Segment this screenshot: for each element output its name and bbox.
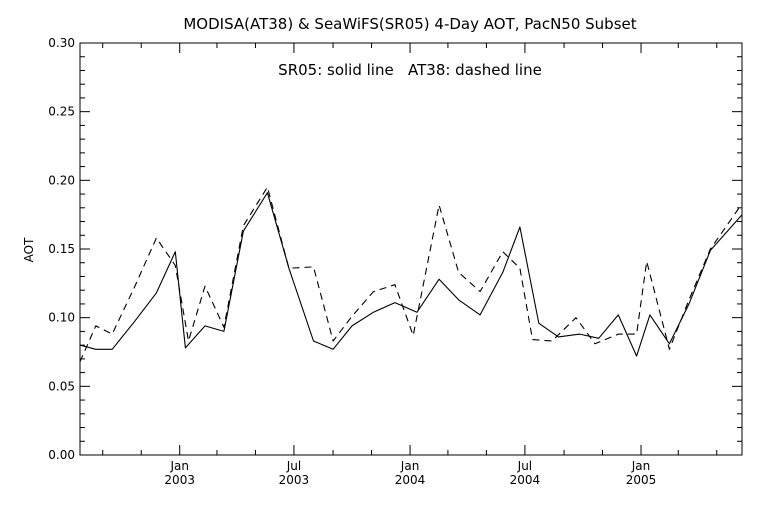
series-layer [79, 186, 743, 362]
series-annotation: SR05: solid line AT38: dashed line [278, 61, 542, 79]
series-line-at38 [79, 186, 743, 362]
y-axis-label: AOT [22, 237, 36, 262]
y-tick-label: 0.00 [48, 448, 75, 462]
x-tick-month: Jan [169, 459, 189, 473]
y-tick-label: 0.30 [48, 36, 75, 50]
plot-frame [79, 42, 743, 456]
x-tick-month: Jan [631, 459, 651, 473]
y-tick-label: 0.10 [48, 311, 75, 325]
x-tick-year: 2004 [510, 473, 541, 487]
x-tick-month: Jul [286, 459, 301, 473]
y-tick-label: 0.20 [48, 173, 75, 187]
y-axis-ticks: 0.00 0.05 0.10 0.15 0.20 0.25 0.30 [48, 36, 742, 462]
x-tick-month: Jan [400, 459, 420, 473]
series-line-sr05 [79, 192, 743, 357]
x-tick-year: 2003 [164, 473, 195, 487]
x-tick-year: 2004 [395, 473, 426, 487]
x-tick-month: Jul [517, 459, 532, 473]
chart-title: MODISA(AT38) & SeaWiFS(SR05) 4-Day AOT, … [183, 15, 636, 33]
y-tick-label: 0.15 [48, 242, 75, 256]
x-tick-year: 2005 [626, 473, 657, 487]
y-tick-label: 0.25 [48, 105, 75, 119]
x-tick-year: 2003 [279, 473, 310, 487]
y-tick-label: 0.05 [48, 379, 75, 393]
